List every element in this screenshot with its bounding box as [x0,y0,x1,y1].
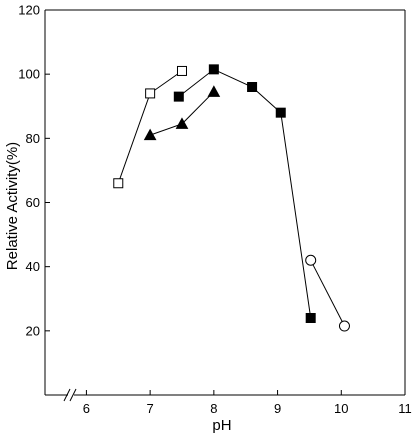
y-tick-label: 120 [18,3,40,18]
axis-break-mark-1 [63,388,71,402]
ticks: 20 40 60 80 100 120 6 7 8 9 10 11 [18,3,411,417]
open-circle-marker [338,320,350,332]
y-axis-title: Relative Activity(%) [4,142,21,270]
x-tick-label: 8 [210,401,217,416]
y-tick-label: 100 [18,67,40,82]
open-square-marker [145,88,156,99]
x-tick-label: 6 [83,401,90,416]
series-layer [113,64,350,332]
x-tick-label: 7 [147,401,154,416]
y-tick-label: 20 [26,323,40,338]
filled-triangle-marker [207,85,221,97]
axis-break-mark-2 [69,388,77,402]
filled-square-marker [305,313,316,323]
open-square-marker [113,178,124,189]
filled-square-marker [173,91,184,102]
x-axis-title: pH [212,417,231,434]
y-tick-label: 40 [26,259,40,274]
open-circle-marker [305,254,317,266]
series-3-line [310,260,345,327]
filled-triangle-marker [175,117,189,129]
y-tick-label: 60 [26,195,40,210]
y-tick-label: 80 [26,131,40,146]
filled-triangle-marker [143,128,157,141]
x-tick-label: 10 [334,401,348,416]
x-tick-label: 9 [274,401,281,416]
filled-square-marker [247,82,258,92]
x-tick-label: 11 [398,401,412,416]
filled-square-marker [275,107,286,118]
open-square-marker [176,65,187,76]
axes [44,9,406,402]
filled-square-marker [208,64,219,75]
